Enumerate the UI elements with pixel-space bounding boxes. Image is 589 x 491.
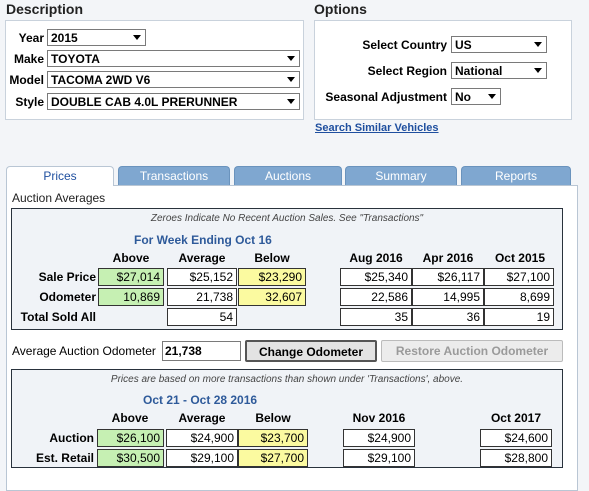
col-header-above: Above xyxy=(112,251,150,265)
est-retail-label: Est. Retail xyxy=(35,451,94,465)
proj-col-header-average: Average xyxy=(178,411,226,425)
chevron-down-icon xyxy=(133,35,141,40)
est-retail-below: $27,700 xyxy=(238,449,308,467)
search-similar-link[interactable]: Search Similar Vehicles xyxy=(315,122,439,134)
seasonal-select[interactable]: No xyxy=(451,88,501,105)
region-select[interactable]: National xyxy=(451,62,547,79)
tab-reports[interactable]: Reports xyxy=(461,166,571,185)
auction-average: $24,900 xyxy=(166,429,238,447)
avg-odometer-input[interactable]: 21,738 xyxy=(162,341,241,361)
style-label: Style xyxy=(15,95,44,109)
sale-price-aug-2016: $25,340 xyxy=(340,268,412,286)
proj-col-header-nov-2016: Nov 2016 xyxy=(352,411,406,425)
region-value: National xyxy=(455,64,503,78)
auction-nov-2016: $24,900 xyxy=(343,429,415,447)
chevron-down-icon xyxy=(287,77,295,82)
date-range-label: Oct 21 - Oct 28 2016 xyxy=(143,393,258,407)
sale-price-above: $27,014 xyxy=(98,268,164,286)
options-panel: Select Country US Select Region National… xyxy=(314,20,572,120)
sale-price-below: $23,290 xyxy=(238,268,306,286)
total-sold-average: 54 xyxy=(167,308,237,326)
col-header-average: Average xyxy=(178,251,226,265)
options-title: Options xyxy=(314,1,367,17)
model-label: Model xyxy=(9,73,44,87)
make-label: Make xyxy=(13,52,44,66)
total-sold-apr-2016: 36 xyxy=(412,308,484,326)
col-header-aug-2016: Aug 2016 xyxy=(349,251,403,265)
auction-averages-title: Auction Averages xyxy=(12,191,106,205)
total-sold-oct-2015: 19 xyxy=(484,308,554,326)
odometer-aug-2016: 22,586 xyxy=(340,288,412,306)
restore-odometer-button[interactable]: Restore Auction Odometer xyxy=(381,340,563,362)
total-sold-aug-2016: 35 xyxy=(340,308,412,326)
avg-odometer-label: Average Auction Odometer xyxy=(12,344,156,358)
odometer-apr-2016: 14,995 xyxy=(412,288,484,306)
style-value: DOUBLE CAB 4.0L PRERUNNER xyxy=(51,95,238,109)
proj-col-header-oct-2017: Oct 2017 xyxy=(490,411,542,425)
chevron-down-icon xyxy=(534,68,542,73)
auction-above: $26,100 xyxy=(97,429,164,447)
description-panel: Year 2015 Make TOYOTA Model TACOMA 2WD V… xyxy=(5,20,304,120)
est-retail-oct-2017: $28,800 xyxy=(480,449,552,467)
year-select[interactable]: 2015 xyxy=(47,29,146,46)
odometer-above: 10,869 xyxy=(98,288,164,306)
odometer-label: Odometer xyxy=(39,290,96,304)
col-header-below: Below xyxy=(254,251,290,265)
seasonal-value: No xyxy=(455,90,471,104)
proj-col-header-above: Above xyxy=(111,411,149,425)
chevron-down-icon xyxy=(287,56,295,61)
country-select[interactable]: US xyxy=(451,36,547,53)
col-header-oct-2015: Oct 2015 xyxy=(494,251,546,265)
auction-below: $23,700 xyxy=(238,429,308,447)
est-retail-above: $30,500 xyxy=(97,449,164,467)
tab-transactions[interactable]: Transactions xyxy=(118,166,230,185)
chevron-down-icon xyxy=(287,99,295,104)
description-title: Description xyxy=(6,1,84,17)
make-value: TOYOTA xyxy=(51,52,100,66)
sale-price-average: $25,152 xyxy=(167,268,237,286)
model-value: TACOMA 2WD V6 xyxy=(51,73,151,87)
region-label: Select Region xyxy=(367,64,447,78)
model-select[interactable]: TACOMA 2WD V6 xyxy=(47,71,300,88)
odometer-oct-2015: 8,699 xyxy=(484,288,554,306)
make-select[interactable]: TOYOTA xyxy=(47,50,300,67)
est-retail-nov-2016: $29,100 xyxy=(343,449,415,467)
style-select[interactable]: DOUBLE CAB 4.0L PRERUNNER xyxy=(47,93,300,110)
chevron-down-icon xyxy=(488,94,496,99)
country-label: Select Country xyxy=(362,38,447,52)
tab-prices[interactable]: Prices xyxy=(6,166,114,186)
change-odometer-button[interactable]: Change Odometer xyxy=(245,340,377,362)
tab-auctions[interactable]: Auctions xyxy=(234,166,342,185)
sale-price-oct-2015: $27,100 xyxy=(484,268,554,286)
auction-note: Zeroes Indicate No Recent Auction Sales.… xyxy=(150,213,424,224)
odometer-average: 21,738 xyxy=(167,288,237,306)
country-value: US xyxy=(455,38,472,52)
odometer-below: 32,607 xyxy=(238,288,306,306)
tab-summary[interactable]: Summary xyxy=(345,166,457,185)
projections-note: Prices are based on more transactions th… xyxy=(110,374,464,385)
auction-oct-2017: $24,600 xyxy=(480,429,552,447)
chevron-down-icon xyxy=(534,42,542,47)
est-retail-average: $29,100 xyxy=(166,449,238,467)
total-sold-label: Total Sold All xyxy=(20,310,96,324)
sale-price-label: Sale Price xyxy=(38,270,96,284)
seasonal-label: Seasonal Adjustment xyxy=(325,90,447,104)
proj-col-header-below: Below xyxy=(255,411,291,425)
auction-row-label: Auction xyxy=(49,431,94,445)
sale-price-apr-2016: $26,117 xyxy=(412,268,484,286)
year-label: Year xyxy=(18,31,44,45)
year-value: 2015 xyxy=(51,31,78,45)
week-ending-label: For Week Ending Oct 16 xyxy=(134,233,272,247)
col-header-apr-2016: Apr 2016 xyxy=(422,251,474,265)
